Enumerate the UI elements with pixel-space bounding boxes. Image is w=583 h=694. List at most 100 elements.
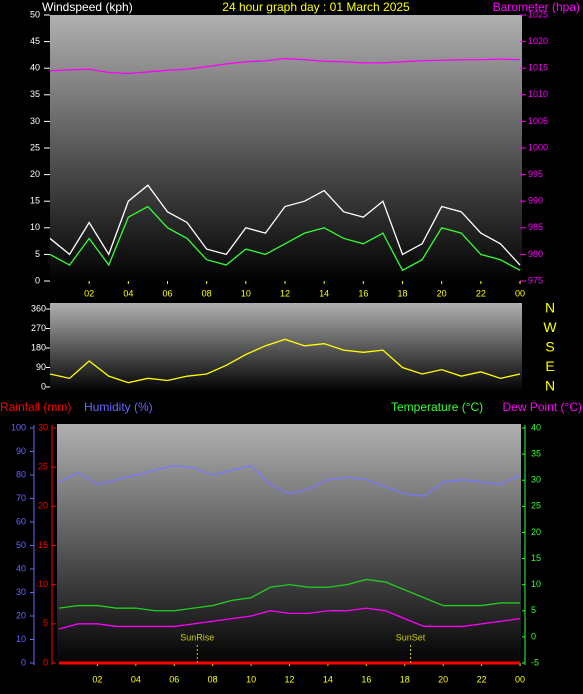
y-tick-label: 40: [30, 63, 40, 73]
y2-tick-label: 985: [528, 222, 543, 232]
y3-tick-label: 20: [38, 501, 48, 511]
x-tick-label: 06: [162, 288, 172, 298]
y2-tick-label: N: [545, 378, 555, 394]
x-tick-label: 10: [241, 288, 251, 298]
y2-tick-label: 1015: [528, 63, 548, 73]
y-tick-label: 10: [30, 222, 40, 232]
y3-tick-label: 15: [38, 540, 48, 550]
y-tick-label: 30: [30, 116, 40, 126]
y2-tick-label: E: [545, 358, 554, 374]
y3-tick-label: 25: [38, 462, 48, 472]
y-axis-title: Windspeed (kph): [42, 0, 133, 14]
y-tick-label: 90: [16, 446, 26, 456]
legend-rainfall: Rainfall (mm): [0, 400, 71, 414]
x-tick-label: 14: [323, 674, 333, 684]
y2-tick-label: W: [543, 319, 557, 335]
x-tick-label: 00: [515, 288, 525, 298]
y3-tick-label: 10: [38, 579, 48, 589]
y-tick-label: 10: [16, 634, 26, 644]
x-tick-label: 00: [515, 674, 525, 684]
series-line: [49, 205, 521, 272]
x-tick-label: 08: [208, 674, 218, 684]
y3-tick-label: 0: [43, 657, 48, 667]
y2-tick-label: -5: [531, 657, 539, 667]
x-tick-label: 06: [169, 674, 179, 684]
y-tick-label: 25: [30, 142, 40, 152]
x-tick-label: 16: [358, 288, 368, 298]
y-tick-label: 5: [35, 249, 40, 259]
y3-tick-label: 5: [43, 618, 48, 628]
y2-tick-label: 1010: [528, 89, 548, 99]
y2-tick-label: 25: [531, 501, 541, 511]
x-tick-label: 16: [361, 674, 371, 684]
x-tick-label: 22: [477, 674, 487, 684]
series-line: [58, 464, 521, 497]
y2-tick-label: 5: [531, 605, 536, 615]
y2-tick-label: 35: [531, 448, 541, 458]
y2-axis-title: Barometer (hpa): [493, 0, 580, 14]
y-tick-label: 40: [16, 563, 26, 573]
y2-tick-label: 990: [528, 196, 543, 206]
x-tick-label: 10: [246, 674, 256, 684]
series-line: [49, 57, 521, 75]
x-tick-label: 20: [437, 288, 447, 298]
y-tick-label: 0: [35, 275, 40, 285]
y2-tick-label: 1025: [528, 9, 548, 19]
y-tick-label: 20: [30, 169, 40, 179]
y2-tick-label: 1000: [528, 142, 548, 152]
x-tick-label: 04: [131, 674, 141, 684]
x-tick-label: 04: [123, 288, 133, 298]
x-tick-label: 20: [438, 674, 448, 684]
x-tick-label: 02: [84, 288, 94, 298]
x-tick-label: 02: [92, 674, 102, 684]
legend-temperature: Temperature (°C): [391, 400, 483, 414]
y-tick-label: 45: [30, 36, 40, 46]
legend-humidity: Humidity (%): [84, 400, 153, 414]
y-tick-label: 50: [16, 540, 26, 550]
legend-dew-point: Dew Point (°C): [503, 400, 582, 414]
y-tick-label: 50: [30, 9, 40, 19]
y-tick-label: 30: [16, 587, 26, 597]
y2-tick-label: N: [545, 300, 555, 316]
y-tick-label: 80: [16, 469, 26, 479]
y-tick-label: 70: [16, 493, 26, 503]
y-tick-label: 0: [41, 381, 46, 391]
y2-tick-label: 40: [531, 422, 541, 432]
y2-tick-label: 995: [528, 169, 543, 179]
y3-tick-label: 30: [38, 422, 48, 432]
plot-background: [57, 424, 521, 667]
y-tick-label: 15: [30, 196, 40, 206]
y2-tick-label: 0: [531, 631, 536, 641]
y-tick-label: 90: [36, 362, 46, 372]
series-line: [49, 184, 521, 266]
y-tick-label: 360: [31, 303, 46, 313]
y2-tick-label: 15: [531, 553, 541, 563]
y2-tick-label: 20: [531, 527, 541, 537]
y-tick-label: 35: [30, 89, 40, 99]
x-tick-label: 12: [280, 288, 290, 298]
y-tick-label: 20: [16, 610, 26, 620]
plot-background: [50, 303, 522, 392]
x-tick-label: 18: [397, 288, 407, 298]
y2-tick-label: 10: [531, 579, 541, 589]
x-tick-label: 18: [400, 674, 410, 684]
x-tick-label: 12: [284, 674, 294, 684]
chart-title: 24 hour graph day : 01 March 2025: [222, 0, 410, 14]
y2-tick-label: S: [545, 339, 554, 355]
y-tick-label: 60: [16, 516, 26, 526]
x-tick-label: 14: [319, 288, 329, 298]
x-tick-label: 08: [202, 288, 212, 298]
y2-tick-label: 1020: [528, 36, 548, 46]
annotation-label: SunRise: [180, 632, 214, 642]
y-tick-label: 0: [21, 657, 26, 667]
x-tick-label: 22: [476, 288, 486, 298]
series-line: [58, 578, 520, 612]
y2-tick-label: 30: [531, 475, 541, 485]
y-tick-label: 180: [31, 342, 46, 352]
series-line: [58, 607, 521, 630]
y-tick-label: 270: [31, 323, 46, 333]
series-line: [49, 338, 521, 384]
annotation-label: SunSet: [396, 632, 426, 642]
